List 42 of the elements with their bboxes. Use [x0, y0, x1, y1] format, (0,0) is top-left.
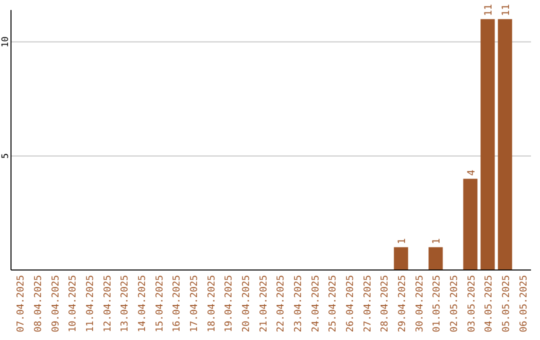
data-label: 1: [397, 238, 408, 244]
bar: [463, 178, 478, 270]
x-tick-label: 08.04.2025: [33, 275, 44, 332]
x-tick-label: 25.04.2025: [328, 275, 339, 332]
x-tick-label: 30.04.2025: [414, 275, 426, 332]
x-tick-label: 03.05.2025: [466, 275, 478, 332]
x-tick-label: 19.04.2025: [224, 275, 235, 332]
x-tick-label: 01.05.2025: [432, 275, 443, 332]
x-tick-label: 10.04.2025: [68, 275, 79, 332]
x-tick-label: 23.04.2025: [293, 275, 304, 332]
x-tick-label: 18.04.2025: [206, 275, 218, 332]
x-tick-label: 14.04.2025: [137, 275, 148, 332]
x-tick-label: 13.04.2025: [120, 275, 131, 332]
x-tick-label: 22.04.2025: [276, 275, 287, 332]
data-label: 4: [466, 170, 478, 176]
bar: [480, 19, 495, 270]
x-tick-label: 02.05.2025: [449, 275, 460, 332]
x-tick-label: 27.04.2025: [362, 275, 374, 332]
x-tick-label: 28.04.2025: [380, 275, 391, 332]
x-tick-label: 15.04.2025: [154, 275, 166, 332]
x-tick-label: 07.04.2025: [16, 275, 27, 332]
data-label: 11: [501, 4, 512, 16]
x-tick-label: 12.04.2025: [102, 275, 114, 332]
x-tick-label: 05.05.2025: [501, 275, 512, 332]
x-tick-label: 16.04.2025: [172, 275, 183, 332]
data-label: 1: [432, 238, 443, 244]
data-label: 11: [484, 4, 495, 16]
y-tick-label: 5: [1, 153, 11, 159]
bar: [394, 247, 408, 270]
bar: [428, 247, 443, 270]
bar: [498, 19, 512, 270]
x-tick-label: 21.04.2025: [258, 275, 270, 332]
x-tick-label: 04.05.2025: [484, 275, 495, 332]
x-tick-label: 09.04.2025: [50, 275, 62, 332]
x-tick-label: 24.04.2025: [310, 275, 322, 332]
x-tick-label: 20.04.2025: [241, 275, 252, 332]
y-tick-label: 10: [1, 36, 11, 48]
x-tick-label: 17.04.2025: [189, 275, 200, 332]
x-tick-label: 26.04.2025: [345, 275, 356, 332]
x-tick-label: 11.04.2025: [85, 275, 96, 332]
x-tick-label: 06.05.2025: [518, 275, 530, 332]
x-tick-label: 29.04.2025: [397, 275, 408, 332]
